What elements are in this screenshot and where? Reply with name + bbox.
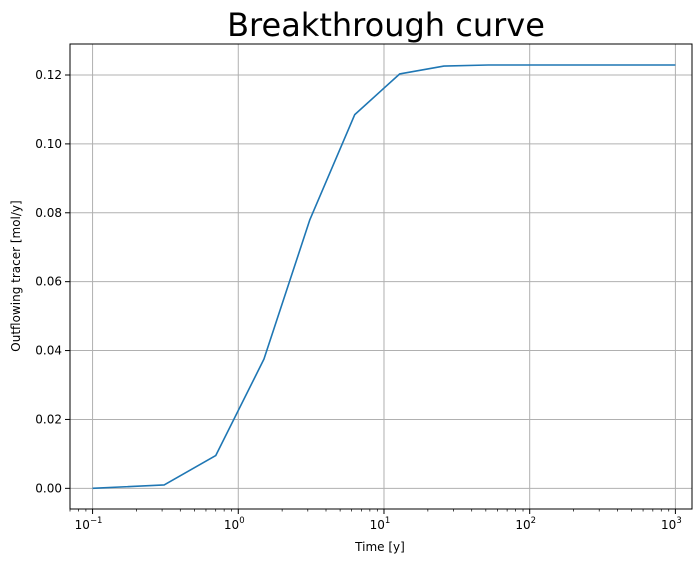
x-tick-base: 10 — [515, 518, 530, 532]
axis-ticks — [65, 74, 676, 514]
x-tick-label: 102 — [515, 516, 536, 532]
x-tick-label: 10−1 — [75, 516, 103, 532]
y-tick-label: 0.08 — [35, 206, 62, 220]
x-tick-base: 10 — [370, 518, 385, 532]
x-tick-exponent: −1 — [90, 516, 103, 526]
y-tick-label: 0.12 — [35, 68, 62, 82]
grid-lines — [70, 44, 692, 509]
plot-frame — [69, 43, 693, 510]
tick-labels: 10−1 100 101 102 1030.000.020.040.060.080.10… — [35, 68, 681, 532]
x-tick-exponent: 2 — [531, 516, 536, 526]
chart-title: Breakthrough curve — [227, 6, 545, 44]
y-tick-label: 0.06 — [35, 275, 62, 289]
x-tick-base: 10 — [224, 518, 239, 532]
x-tick-exponent: 0 — [239, 516, 244, 526]
x-tick-label: 100 — [224, 516, 245, 532]
x-tick-base: 10 — [661, 518, 676, 532]
series-layer — [92, 64, 676, 490]
x-tick-label: 103 — [661, 516, 682, 532]
y-tick-label: 0.10 — [35, 137, 62, 151]
x-tick-exponent: 3 — [676, 516, 681, 526]
y-tick-label: 0.04 — [35, 344, 62, 358]
y-tick-label: 0.02 — [35, 412, 62, 426]
x-tick-base: 10 — [75, 518, 90, 532]
breakthrough-series-line — [92, 64, 676, 490]
y-tick-label: 0.00 — [35, 481, 62, 495]
x-tick-label: 101 — [370, 516, 391, 532]
y-axis-label: Outflowing tracer [mol/y] — [9, 200, 23, 351]
x-tick-exponent: 1 — [385, 516, 390, 526]
x-axis-label: Time [y] — [354, 540, 405, 554]
